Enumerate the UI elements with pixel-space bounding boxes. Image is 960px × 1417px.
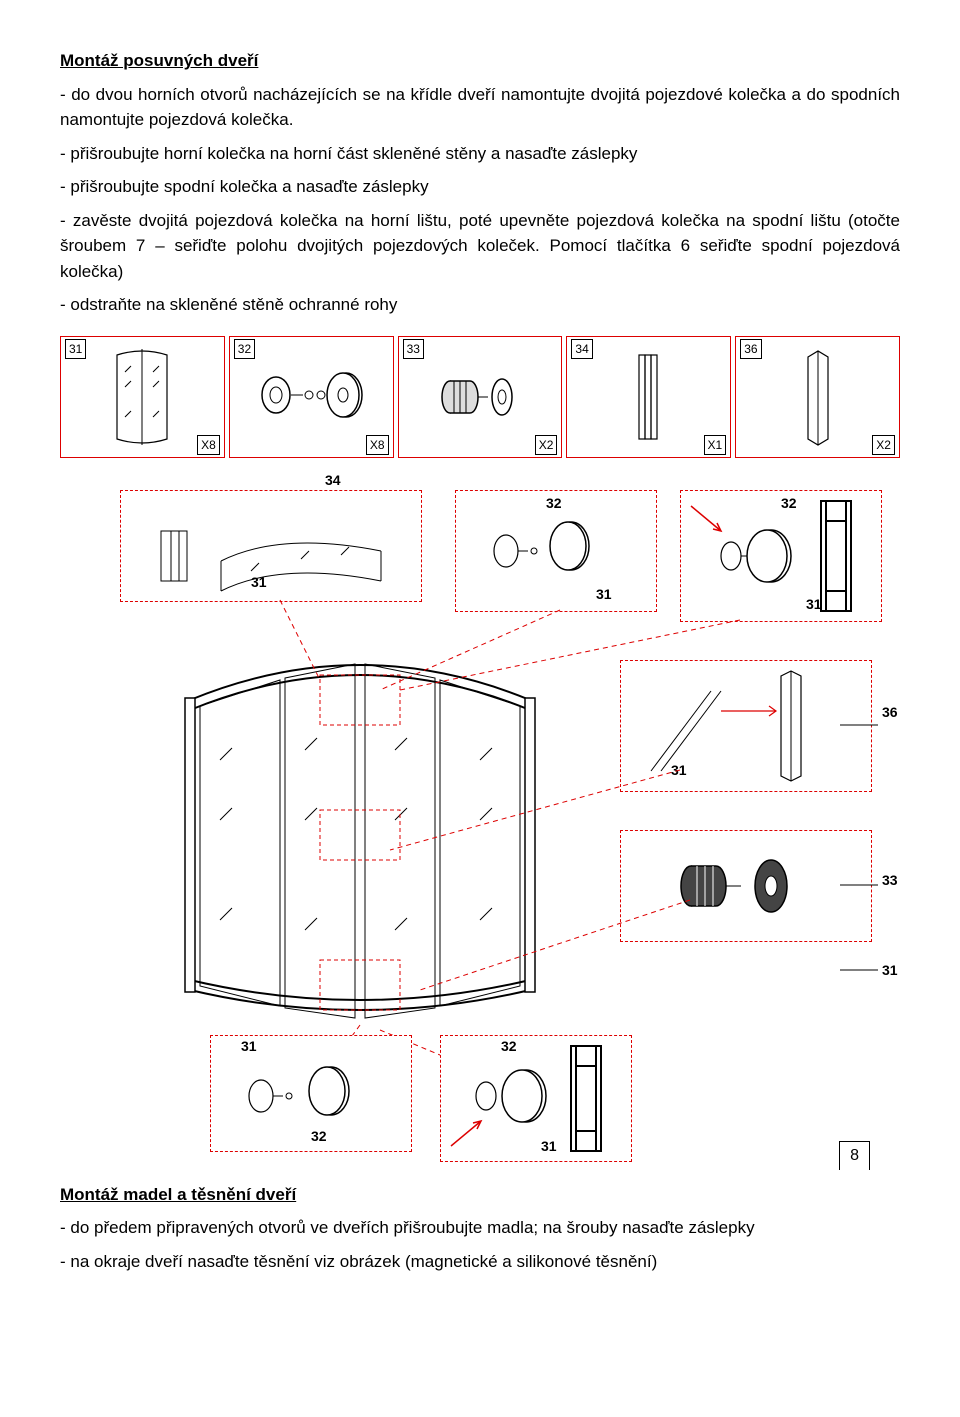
part-qty: X1 xyxy=(704,435,727,455)
part-num: 34 xyxy=(571,339,592,359)
section-1-bullet-3: - přišroubujte spodní kolečka a nasaďte … xyxy=(60,174,900,200)
diagram-label-32: 32 xyxy=(781,493,797,514)
part-qty: X2 xyxy=(872,435,895,455)
diagram-label-31: 31 xyxy=(251,572,267,593)
callout-bottom-left: 31 32 xyxy=(210,1035,412,1152)
shower-enclosure-icon xyxy=(150,620,570,1040)
part-32-wheel-icon xyxy=(251,357,371,437)
diagram-label-33: 33 xyxy=(882,870,898,891)
part-qty: X8 xyxy=(197,435,220,455)
diagram-label-32: 32 xyxy=(501,1036,517,1057)
parts-row: 31 X8 32 X8 33 xyxy=(60,336,900,458)
diagram-label-31: 31 xyxy=(241,1036,257,1057)
diagram-label-31: 31 xyxy=(541,1136,557,1157)
diagram-label-31: 31 xyxy=(882,960,898,981)
part-num: 31 xyxy=(65,339,86,359)
part-qty: X8 xyxy=(366,435,389,455)
diagram-label-31: 31 xyxy=(671,760,687,781)
part-num: 32 xyxy=(234,339,255,359)
part-num: 33 xyxy=(403,339,424,359)
section-2-title: Montáž madel a těsnění dveří xyxy=(60,1182,900,1208)
diagram-label-32: 32 xyxy=(546,493,562,514)
section-2-bullet-1: - do předem připravených otvorů ve dveří… xyxy=(60,1215,900,1241)
section-2-bullet-2: - na okraje dveří nasaďte těsnění viz ob… xyxy=(60,1249,900,1275)
callout-top-right: 32 31 xyxy=(680,490,882,622)
part-36-profile-icon xyxy=(783,347,853,447)
callout-top-mid: 32 31 xyxy=(455,490,657,612)
diagram-label-32: 32 xyxy=(311,1126,327,1147)
part-cell-32: 32 X8 xyxy=(229,336,394,458)
part-33-roller-icon xyxy=(420,367,540,427)
diagram-label-36: 36 xyxy=(882,702,898,723)
assembly-diagram: 34 31 32 31 xyxy=(60,470,900,1170)
page-mark: 8 xyxy=(839,1141,870,1170)
section-1-bullet-2: - přišroubujte horní kolečka na horní čá… xyxy=(60,141,900,167)
part-cell-34: 34 X1 xyxy=(566,336,731,458)
callout-bottom-right: 32 31 xyxy=(440,1035,632,1162)
part-qty: X2 xyxy=(535,435,558,455)
diagram-label-31: 31 xyxy=(596,584,612,605)
part-34-seal-icon xyxy=(619,347,679,447)
part-cell-33: 33 X2 xyxy=(398,336,563,458)
part-cell-31: 31 X8 xyxy=(60,336,225,458)
callout-top-left: 31 xyxy=(120,490,422,602)
section-1-title: Montáž posuvných dveří xyxy=(60,48,900,74)
part-num: 36 xyxy=(740,339,761,359)
callout-mid-right: 31 xyxy=(620,660,872,792)
part-31-glass-icon xyxy=(97,347,187,447)
section-1-bullet-4: - zavěste dvojitá pojezdová kolečka na h… xyxy=(60,208,900,285)
callout-lower-right xyxy=(620,830,872,942)
section-1-bullet-5: - odstraňte na skleněné stěně ochranné r… xyxy=(60,292,900,318)
part-cell-36: 36 X2 xyxy=(735,336,900,458)
section-1-bullet-1: - do dvou horních otvorů nacházejících s… xyxy=(60,82,900,133)
diagram-label-31: 31 xyxy=(806,594,822,615)
diagram-label-34: 34 xyxy=(325,470,341,491)
